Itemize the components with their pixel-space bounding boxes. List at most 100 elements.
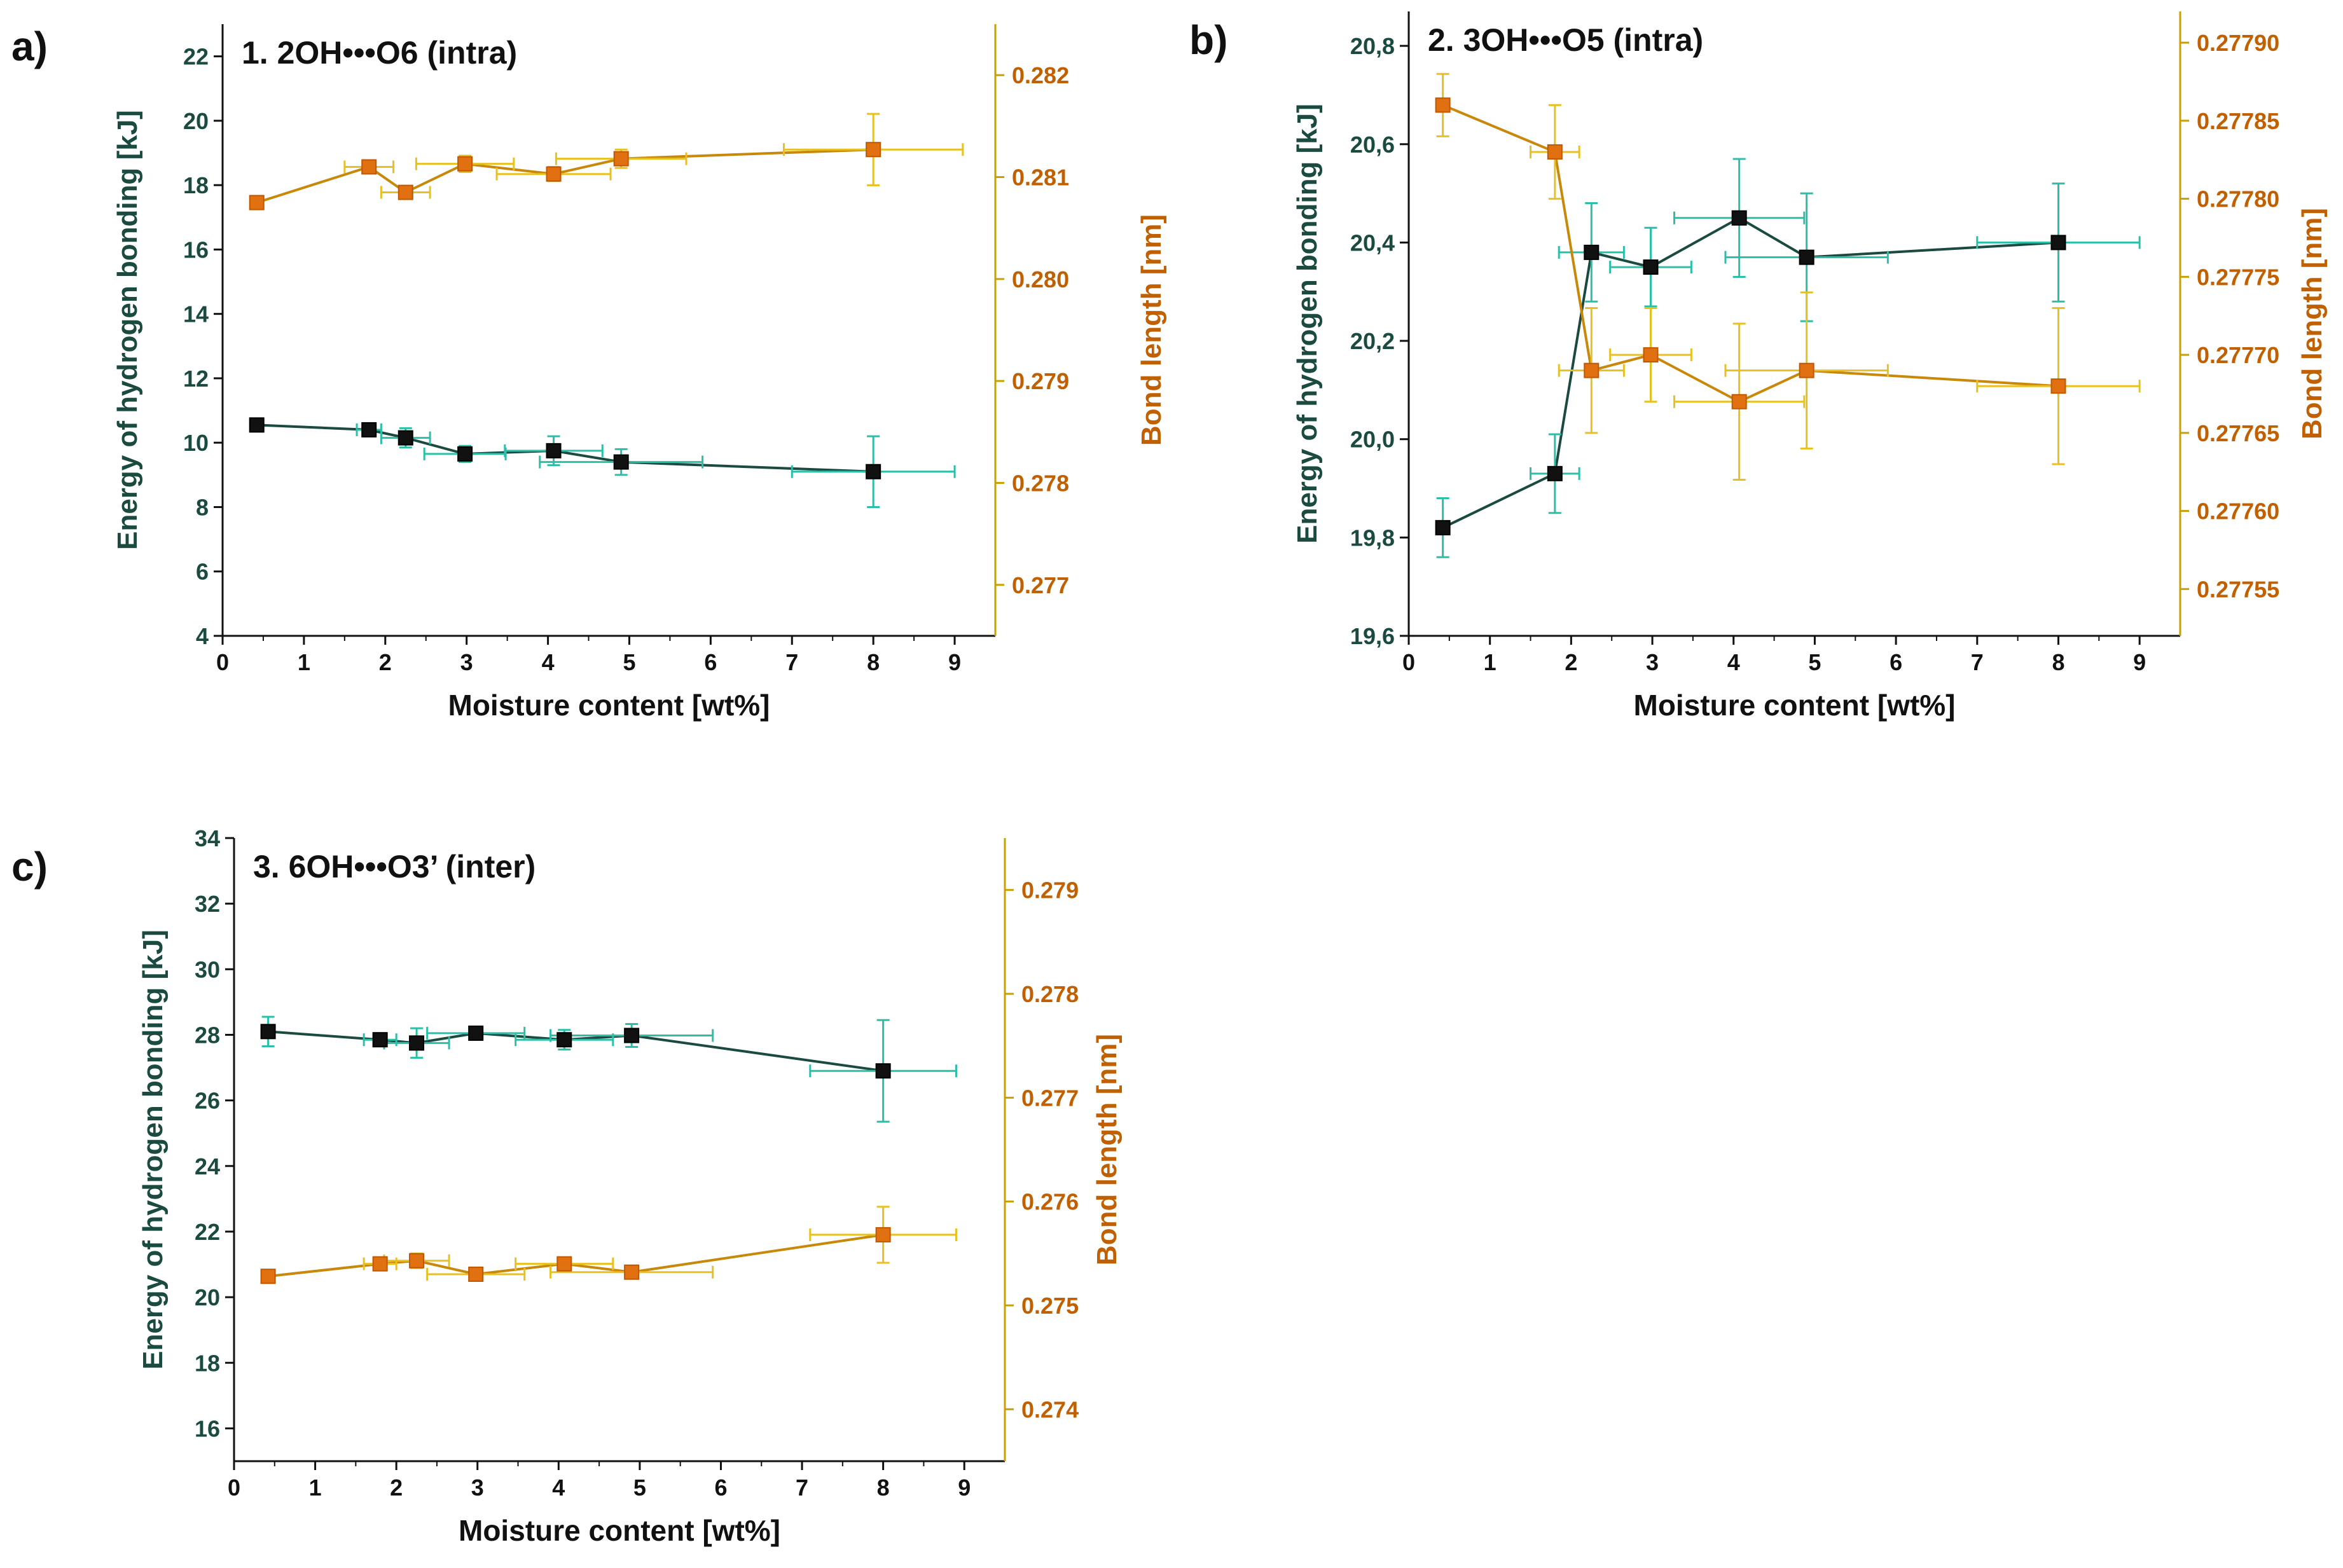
series-line — [256, 148, 874, 204]
y2-tick-label: 0.274 — [1021, 1396, 1079, 1422]
data-point — [866, 142, 881, 158]
data-point — [1547, 465, 1563, 481]
series-line — [1442, 104, 2059, 404]
chart-panel-3: c) 3. 6OH•••O3’ (inter)0 1 2 3 4 5 6 7 8 916182022… — [11, 825, 1123, 1547]
y-tick-label: 19,6 — [1350, 623, 1395, 649]
y-tick-label: 34 — [195, 825, 220, 851]
series-bond-length — [249, 113, 964, 210]
data-point — [409, 1253, 425, 1269]
y2-tick-label: 0.27760 — [2197, 499, 2279, 525]
x-tick-label: 4 — [552, 1475, 565, 1501]
x-tick-label: 6 — [714, 1475, 727, 1501]
y-tick-label: 4 — [196, 623, 209, 649]
data-point — [875, 1227, 891, 1242]
data-point — [260, 1269, 276, 1284]
series-energy — [249, 417, 956, 508]
data-point — [397, 184, 413, 200]
data-point — [1547, 144, 1563, 160]
y2-tick-label: 0.27755 — [2197, 576, 2279, 602]
x-tick-label: 8 — [2052, 649, 2064, 675]
x-tick-label: 1 — [309, 1475, 322, 1501]
y2-tick-label: 0.277 — [1012, 572, 1069, 598]
x-tick-label: 9 — [2133, 649, 2146, 675]
y-tick-label: 10 — [183, 430, 209, 456]
x-tick-label: 5 — [623, 649, 635, 675]
data-point — [613, 454, 629, 470]
chart-panel-1: a) 1. 2OH•••O6 (intra)0 1 2 3 4 5 6 7 8 9468101214… — [11, 24, 1167, 722]
y-tick-label: 26 — [195, 1088, 220, 1114]
y2-tick-label: 0.279 — [1021, 877, 1079, 904]
y-tick-label: 18 — [183, 172, 209, 198]
y-tick-label: 32 — [195, 891, 220, 917]
data-point — [2050, 235, 2066, 251]
x-tick-label: 2 — [1565, 649, 1577, 675]
y-tick-label: 8 — [196, 494, 209, 520]
x-axis-label: Moisture content [wt%] — [1634, 689, 1956, 722]
data-point — [1435, 97, 1451, 113]
data-point — [1731, 394, 1747, 409]
x-tick-label: 3 — [471, 1475, 484, 1501]
x-tick-label: 6 — [1890, 649, 1902, 675]
data-point — [1584, 244, 1600, 260]
x-tick-label: 0 — [216, 649, 229, 675]
y-tick-label: 24 — [195, 1153, 220, 1179]
data-point — [1799, 362, 1814, 378]
y-tick-label: 18 — [195, 1350, 220, 1376]
y-tick-label: 14 — [183, 301, 209, 327]
data-point — [624, 1264, 640, 1280]
y-tick-label: 12 — [183, 366, 209, 392]
x-tick-label: 8 — [877, 1475, 890, 1501]
series-line — [256, 423, 874, 473]
series-line — [268, 1030, 883, 1073]
y2-tick-label: 0.27790 — [2197, 30, 2279, 56]
x-tick-label: 3 — [460, 649, 473, 675]
y-tick-label: 20,4 — [1350, 230, 1395, 256]
series-energy — [260, 1015, 957, 1123]
panel-letter: b) — [1189, 17, 1227, 63]
data-point — [468, 1267, 484, 1282]
y-axis-label: Energy of hydrogen bonding [kJ] — [1292, 104, 1323, 544]
y2-tick-label: 0.278 — [1012, 471, 1069, 497]
x-axis-label: Moisture content [wt%] — [459, 1514, 780, 1547]
series-bond-length — [260, 1206, 957, 1284]
data-point — [361, 159, 377, 175]
data-point — [875, 1063, 891, 1079]
data-point — [457, 156, 473, 172]
data-point — [2050, 378, 2066, 394]
x-tick-label: 4 — [1727, 649, 1740, 675]
y-tick-label: 20,8 — [1350, 33, 1395, 59]
x-tick-label: 8 — [867, 649, 880, 675]
y2-tick-label: 0.27775 — [2197, 264, 2279, 290]
data-point — [372, 1256, 388, 1272]
data-point — [556, 1032, 572, 1048]
panel-letter: a) — [11, 24, 48, 69]
x-tick-label: 0 — [1402, 649, 1415, 675]
y2-tick-label: 0.27765 — [2197, 420, 2279, 446]
data-point — [260, 1024, 276, 1040]
x-tick-label: 3 — [1646, 649, 1659, 675]
y2-tick-label: 0.275 — [1021, 1293, 1079, 1319]
data-point — [613, 151, 629, 167]
data-point — [546, 443, 562, 458]
x-tick-label: 1 — [1484, 649, 1496, 675]
y-tick-label: 22 — [183, 44, 209, 70]
x-tick-label: 7 — [785, 649, 798, 675]
chart-title: 2. 3OH•••O5 (intra) — [1428, 22, 1703, 58]
series-line — [268, 1233, 883, 1278]
y-tick-label: 20,6 — [1350, 132, 1395, 158]
data-point — [1643, 259, 1659, 275]
panel-letter: c) — [11, 844, 48, 890]
x-tick-label: 5 — [633, 1475, 646, 1501]
x-tick-label: 5 — [1808, 649, 1821, 675]
data-point — [397, 430, 413, 446]
y-tick-label: 28 — [195, 1022, 220, 1048]
y2-tick-label: 0.277 — [1021, 1085, 1079, 1111]
data-point — [468, 1025, 484, 1041]
y-tick-label: 16 — [195, 1415, 220, 1441]
data-point — [249, 195, 265, 210]
data-point — [409, 1035, 425, 1051]
data-point — [1584, 362, 1600, 378]
y-tick-label: 20 — [183, 108, 209, 134]
data-point — [372, 1032, 388, 1048]
